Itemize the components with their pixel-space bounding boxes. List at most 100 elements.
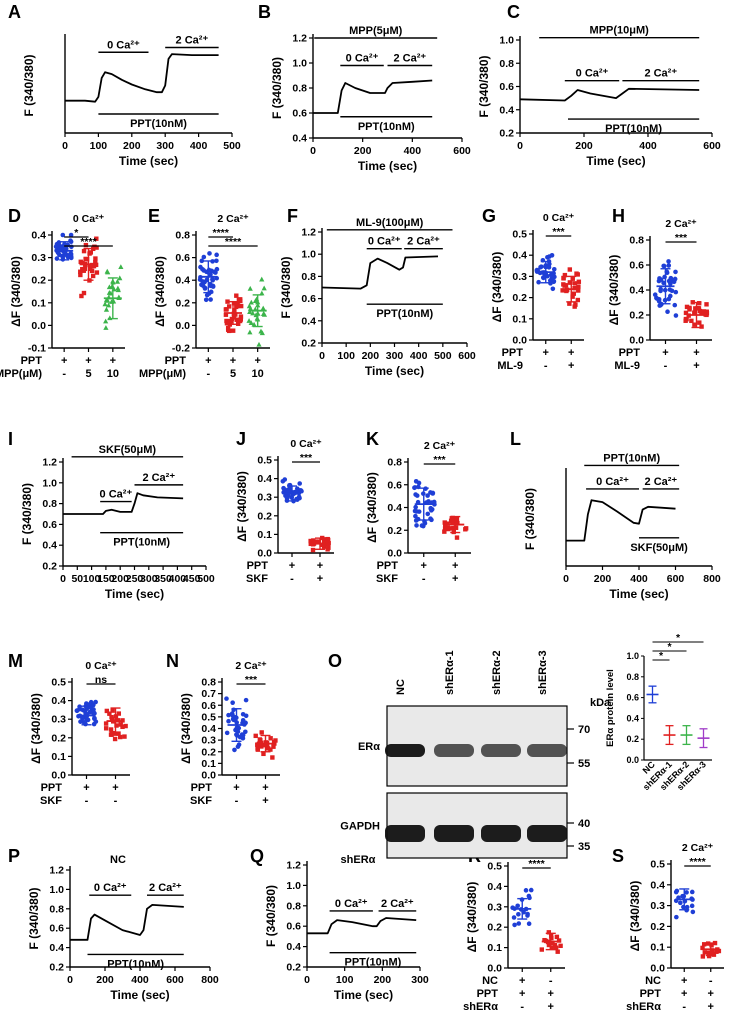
y-tick-label: 1.0	[286, 880, 301, 892]
data-point	[442, 526, 448, 531]
treatment-row-value: +	[452, 560, 458, 572]
data-point	[110, 708, 115, 713]
x-tick-label: 600	[166, 974, 184, 986]
panel-letter-F: F	[287, 206, 298, 226]
y-axis-label: F (340/380)	[279, 256, 293, 318]
treatment-label: MPP(5μM)	[349, 25, 403, 37]
data-point	[214, 252, 219, 258]
x-axis-label: Time (sec)	[365, 364, 424, 378]
x-tick-label: 400	[404, 145, 422, 157]
data-point	[114, 278, 121, 284]
data-point	[214, 266, 220, 272]
treatment-label: PPT(10nM)	[344, 957, 401, 969]
data-point	[259, 730, 264, 735]
data-point	[546, 942, 552, 948]
treatment-row-value: +	[548, 1001, 554, 1013]
data-point	[283, 493, 288, 499]
treatment-label: PPT(10nM)	[130, 118, 187, 130]
y-tick-label: 0.1	[201, 758, 216, 770]
y-tick-label: 0.2	[301, 338, 316, 350]
treatment-row-value: +	[205, 355, 211, 367]
panel-letter-K: K	[366, 429, 379, 449]
y-tick-label: 1.0	[301, 249, 316, 261]
x-tick-label: 200	[575, 140, 593, 152]
data-point	[656, 298, 662, 304]
data-point	[94, 245, 99, 250]
significance-label: ***	[300, 452, 313, 464]
data-point	[214, 258, 219, 264]
x-tick-label: 200	[594, 573, 612, 585]
x-tick-label: 100	[337, 350, 355, 362]
treatment-label: PPT(10nM)	[376, 308, 433, 320]
data-point	[706, 950, 711, 955]
y-tick-label: 0.3	[487, 901, 502, 913]
data-point	[78, 272, 83, 278]
data-point	[425, 511, 431, 517]
data-point	[413, 479, 419, 484]
data-point	[516, 921, 522, 926]
data-point	[560, 288, 565, 293]
significance-label: ns	[95, 674, 107, 686]
treatment-row-value: -	[235, 795, 239, 807]
data-point	[260, 311, 267, 316]
data-point	[202, 286, 208, 291]
treatment-row-value: +	[543, 347, 549, 359]
data-point	[253, 733, 258, 739]
data-point	[568, 280, 573, 285]
y-tick-label: 0.6	[175, 252, 190, 264]
y-tick-label: 0.4	[499, 104, 514, 116]
panel-P: 0.2 0.4 0.6 0.8 1.0 1.2 F (340/380) 0 200 400 600 8…	[27, 865, 219, 1003]
data-point	[261, 751, 266, 757]
data-point	[83, 242, 89, 248]
data-point	[549, 945, 554, 950]
data-point	[235, 302, 240, 307]
treatment-row-value: +	[519, 975, 525, 987]
data-point	[310, 547, 316, 553]
data-point	[442, 529, 447, 534]
data-point	[319, 542, 324, 547]
x-tick-label: 100	[90, 140, 108, 152]
treatment-label: 2 Ca²⁺	[393, 53, 426, 65]
data-point	[575, 297, 581, 303]
data-point	[200, 266, 205, 272]
treatment-row-label: SKF	[40, 795, 62, 807]
significance-label: ****	[80, 236, 97, 248]
x-tick-label: 100	[83, 573, 101, 585]
y-tick-label: 0.6	[292, 108, 307, 120]
stat-title: 0 Ca²⁺	[543, 212, 575, 224]
data-point	[454, 516, 460, 522]
data-point	[89, 268, 95, 274]
data-point	[576, 284, 581, 289]
data-point	[259, 744, 264, 749]
treatment-row-label: PPT	[41, 782, 63, 794]
data-point	[68, 232, 74, 238]
data-point	[226, 328, 232, 334]
x-tick-label: 800	[703, 573, 721, 585]
treatment-label: SKF(50μM)	[99, 444, 157, 456]
data-point	[199, 258, 205, 264]
y-tick-label: 0.2	[49, 962, 64, 974]
data-point	[692, 322, 697, 327]
treatment-row-value: -	[549, 975, 553, 987]
y-axis-label: F (340/380)	[523, 488, 537, 550]
data-point	[63, 246, 69, 251]
treatment-label: 0 Ca²⁺	[107, 39, 140, 51]
data-point	[225, 299, 230, 304]
data-point	[684, 890, 689, 895]
panel-letters: ABCDEFGHIJKLMNOPQRSNCshERα	[8, 2, 625, 866]
data-point	[259, 276, 265, 282]
data-point	[666, 259, 671, 264]
treatment-row-value: -	[290, 573, 294, 585]
x-axis-label: Time (sec)	[110, 988, 169, 1002]
x-tick-label: 600	[703, 140, 721, 152]
y-tick-label: 0.0	[257, 548, 272, 560]
data-point	[550, 286, 556, 292]
data-point	[539, 264, 544, 269]
data-point	[284, 498, 290, 503]
y-tick-label: 1.2	[286, 860, 301, 872]
y-tick-label: 0.6	[499, 81, 514, 93]
x-tick-label: 0	[304, 974, 310, 986]
data-point	[700, 945, 705, 951]
marker-label: 40	[578, 818, 590, 830]
treatment-label: 0 Ca²⁺	[368, 236, 401, 248]
